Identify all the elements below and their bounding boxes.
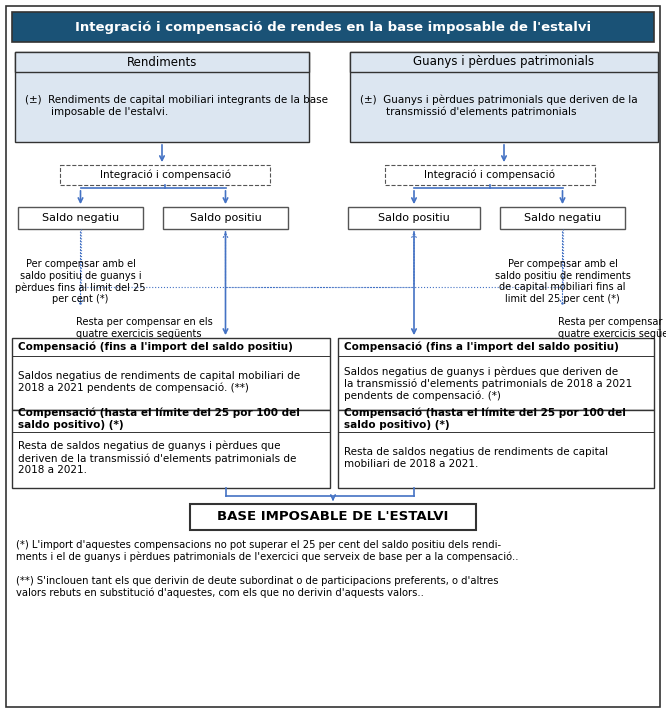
Text: Compensació (fins a l'import del saldo positiu): Compensació (fins a l'import del saldo p… xyxy=(18,342,293,353)
Text: Integració i compensació de rendes en la base imposable de l'estalvi: Integració i compensació de rendes en la… xyxy=(75,20,591,33)
Bar xyxy=(18,207,143,229)
Bar xyxy=(385,165,595,185)
Text: Integració i compensació: Integració i compensació xyxy=(99,169,230,180)
Text: (±)  Rendiments de capital mobiliari integrants de la base
        imposable de : (±) Rendiments de capital mobiliari inte… xyxy=(25,95,328,117)
Text: (±)  Guanys i pèrdues patrimonials que deriven de la
        transmissió d'eleme: (±) Guanys i pèrdues patrimonials que de… xyxy=(360,94,637,118)
Text: Resta de saldos negatius de guanys i pèrdues que
deriven de la transmissió d'ele: Resta de saldos negatius de guanys i pèr… xyxy=(18,441,296,475)
Text: (**) S'inclouen tant els que derivin de deute subordinat o de participacions pre: (**) S'inclouen tant els que derivin de … xyxy=(16,576,498,598)
Bar xyxy=(12,410,330,488)
Text: Compensació (hasta el límite del 25 por 100 del
saldo positivo) (*): Compensació (hasta el límite del 25 por … xyxy=(344,408,626,430)
Bar xyxy=(15,52,309,142)
Bar xyxy=(500,207,625,229)
Text: (*) L'import d'aquestes compensacions no pot superar el 25 per cent del saldo po: (*) L'import d'aquestes compensacions no… xyxy=(16,540,519,562)
Bar xyxy=(190,504,476,530)
Text: Guanys i pèrdues patrimonials: Guanys i pèrdues patrimonials xyxy=(414,56,595,68)
Bar xyxy=(338,410,654,488)
Bar xyxy=(350,52,658,142)
Text: Saldo positiu: Saldo positiu xyxy=(190,213,261,223)
Text: Per compensar amb el
saldo positiu de guanys i
pèrdues fins al limit del 25
per : Per compensar amb el saldo positiu de gu… xyxy=(15,259,146,304)
Text: Rendiments: Rendiments xyxy=(127,56,197,68)
Text: Compensació (fins a l'import del saldo positiu): Compensació (fins a l'import del saldo p… xyxy=(344,342,619,353)
Text: Resta per compensar en els
quatre exercicis següents: Resta per compensar en els quatre exerci… xyxy=(557,317,666,339)
Bar xyxy=(163,207,288,229)
Text: Saldos negatius de rendiments de capital mobiliari de
2018 a 2021 pendents de co: Saldos negatius de rendiments de capital… xyxy=(18,371,300,393)
Text: Resta de saldos negatius de rendiments de capital
mobiliari de 2018 a 2021.: Resta de saldos negatius de rendiments d… xyxy=(344,447,608,469)
Bar xyxy=(350,52,658,72)
Bar xyxy=(12,338,330,410)
Text: Per compensar amb el
saldo positiu de rendiments
de capital mobiliari fins al
li: Per compensar amb el saldo positiu de re… xyxy=(495,259,631,304)
Text: Saldos negatius de guanys i pèrdues que deriven de
la transmissió d'elements pat: Saldos negatius de guanys i pèrdues que … xyxy=(344,366,632,402)
Bar xyxy=(60,165,270,185)
Text: BASE IMPOSABLE DE L'ESTALVI: BASE IMPOSABLE DE L'ESTALVI xyxy=(217,510,449,523)
Bar xyxy=(15,52,309,72)
Bar xyxy=(338,338,654,410)
Text: Saldo negatiu: Saldo negatiu xyxy=(42,213,119,223)
Text: Compensació (hasta el límite del 25 por 100 del
saldo positivo) (*): Compensació (hasta el límite del 25 por … xyxy=(18,408,300,430)
Text: Saldo negatiu: Saldo negatiu xyxy=(524,213,601,223)
Bar xyxy=(12,12,654,42)
Text: Resta per compensar en els
quatre exercicis següents: Resta per compensar en els quatre exerci… xyxy=(75,317,212,339)
Bar xyxy=(348,207,480,229)
Text: Saldo positiu: Saldo positiu xyxy=(378,213,450,223)
Text: Integració i compensació: Integració i compensació xyxy=(424,169,555,180)
